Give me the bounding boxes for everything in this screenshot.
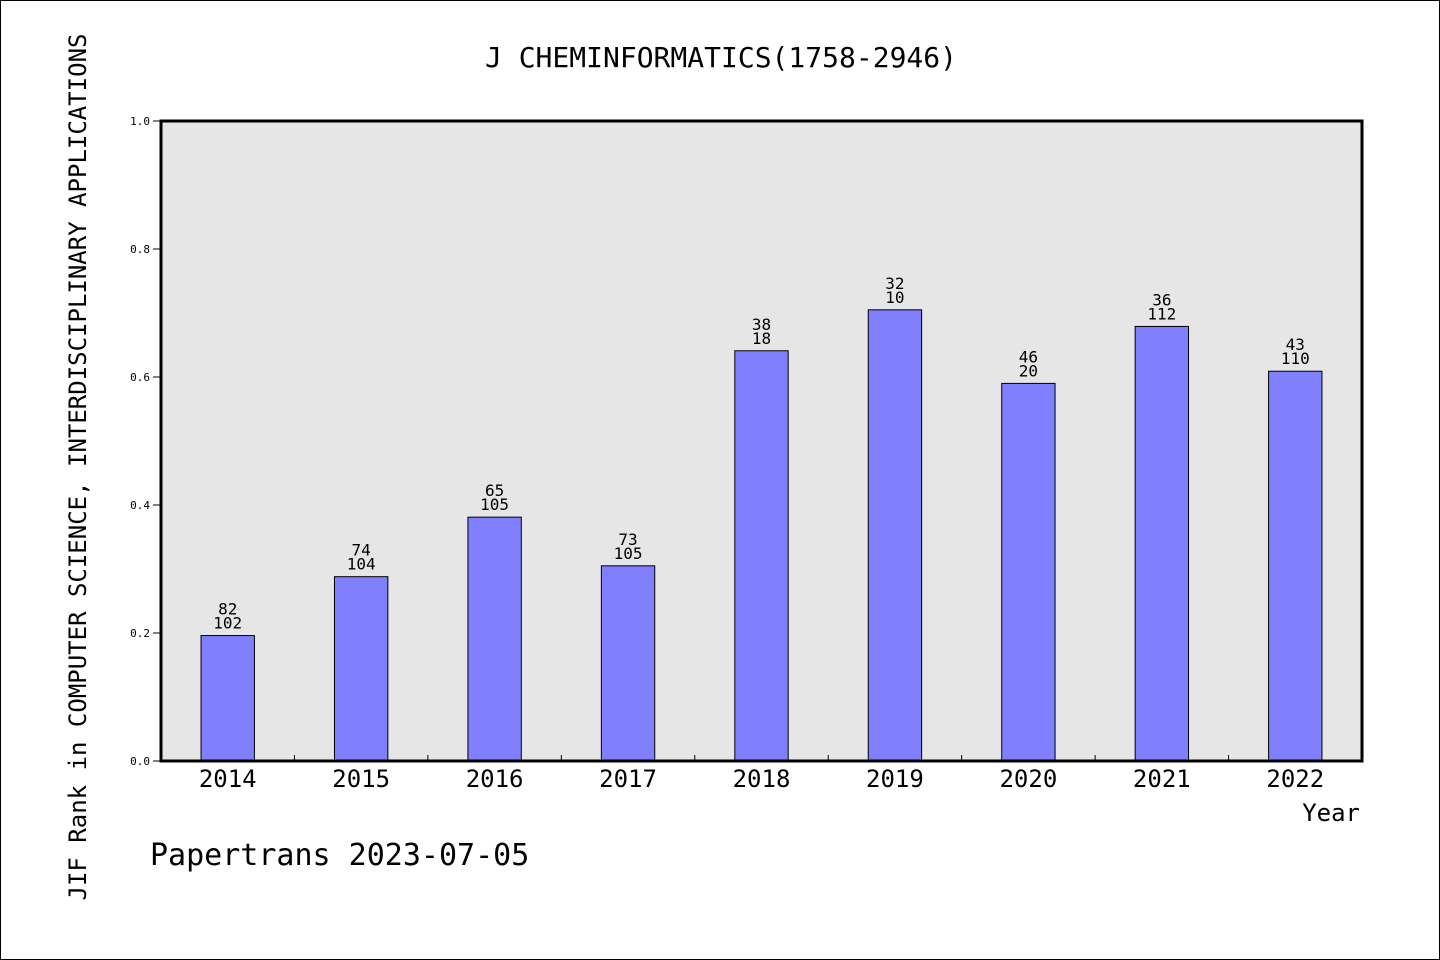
- x-tick-label: 2019: [866, 765, 924, 793]
- data-label-top: 74: [352, 541, 371, 560]
- y-tick-label: 1.0: [130, 115, 150, 128]
- data-label-bottom: 105: [480, 495, 509, 514]
- chart-title: J CHEMINFORMATICS(1758-2946): [485, 41, 957, 74]
- data-label-bottom: 105: [614, 544, 643, 563]
- bar-2016: [467, 516, 522, 762]
- data-label-top: 46: [1019, 347, 1038, 366]
- x-tick-label: 2021: [1133, 765, 1191, 793]
- data-label-bottom: 10: [885, 288, 904, 307]
- data-label-bottom: 112: [1147, 304, 1176, 323]
- bar-2019: [867, 309, 923, 762]
- data-label-bottom: 20: [1019, 361, 1038, 380]
- data-label-top: 65: [485, 481, 504, 500]
- y-tick-label: 0.4: [130, 499, 150, 512]
- bar-2018: [734, 350, 789, 762]
- data-label-top: 82: [218, 600, 237, 619]
- x-tick-label: 2018: [733, 765, 791, 793]
- data-label-bottom: 110: [1281, 349, 1310, 368]
- data-label-top: 73: [618, 530, 637, 549]
- x-axis: 2014 2015 2016 2017 2018 2019 2020 2021 2022: [199, 755, 1324, 793]
- credit-text: Papertrans 2023-07-05: [150, 838, 529, 873]
- x-axis-label: Year: [1302, 799, 1360, 827]
- data-label-bottom: 102: [213, 614, 242, 633]
- bar-2021: [1134, 325, 1190, 762]
- y-tick-label: 0.0: [130, 755, 150, 768]
- x-tick-label: 2015: [332, 765, 390, 793]
- plot-border: [159, 119, 1364, 763]
- bar-2015: [333, 576, 389, 762]
- x-tick-label: 2020: [999, 765, 1057, 793]
- data-label-bottom: 18: [752, 329, 771, 348]
- bar-2017: [600, 565, 656, 762]
- y-axis-label: JIF Rank in COMPUTER SCIENCE, INTERDISCI…: [64, 34, 92, 901]
- y-axis: 0.0 0.2 0.4 0.6 0.8 1.0: [130, 115, 161, 768]
- bar-2022: [1268, 370, 1323, 762]
- data-label-top: 38: [752, 315, 771, 334]
- y-tick-label: 0.8: [130, 243, 150, 256]
- x-tick-label: 2014: [199, 765, 257, 793]
- y-tick-label: 0.2: [130, 627, 150, 640]
- x-tick-label: 2022: [1266, 765, 1324, 793]
- x-tick-label: 2017: [599, 765, 657, 793]
- bar-2020: [1001, 382, 1056, 762]
- data-label-top: 43: [1286, 335, 1305, 354]
- y-tick-label: 0.6: [130, 371, 150, 384]
- data-label-top: 36: [1152, 290, 1171, 309]
- data-label-top: 32: [885, 274, 904, 293]
- data-label-bottom: 104: [347, 555, 376, 574]
- x-tick-label: 2016: [466, 765, 524, 793]
- bar-2014: [200, 635, 255, 762]
